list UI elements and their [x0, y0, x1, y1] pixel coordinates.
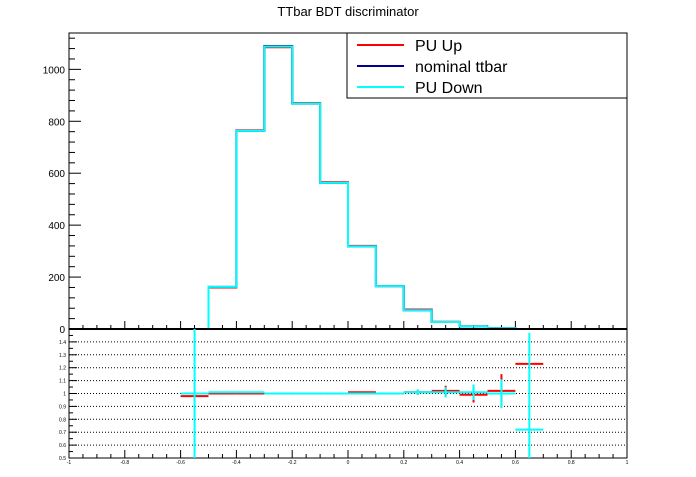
ratio-y-tick-label: 1.3 [59, 353, 66, 359]
ratio-x-tick-label: -0.4 [232, 460, 241, 466]
ratio-y-tick-label: 0.8 [59, 417, 66, 423]
ratio-y-tick-label: 1.2 [59, 366, 66, 372]
ratio-x-tick-label: -0.2 [288, 460, 297, 466]
ratio-y-tick-label: 1.1 [59, 379, 66, 385]
ratio-y-tick-label: 0.5 [59, 456, 66, 462]
ratio-y-tick-label: 0.6 [59, 443, 66, 449]
histogram-series-2 [207, 45, 517, 330]
ratio-y-tick-label: 1.4 [59, 340, 66, 346]
ratio-x-tick-label: 1 [626, 460, 629, 466]
legend-entry-0: PU Up [415, 38, 462, 55]
ratio-x-tick-label: -0.8 [120, 460, 129, 466]
ratio-x-tick-label: 0.8 [568, 460, 575, 466]
main-y-tick-label: 1000 [43, 65, 66, 76]
legend-entry-1: nominal ttbar [415, 59, 508, 76]
main-y-tick-label: 600 [48, 169, 65, 180]
main-y-tick-label: 200 [48, 273, 65, 284]
ratio-x-tick-label: 0 [347, 460, 350, 466]
ratio-x-tick-label: 0.2 [400, 460, 407, 466]
main-y-tick-label: 0 [59, 325, 65, 336]
ratio-x-tick-label: 0.6 [512, 460, 519, 466]
ratio-x-tick-label: 0.4 [456, 460, 463, 466]
ratio-y-tick-label: 0.7 [59, 430, 66, 436]
ratio-x-tick-label: -0.6 [176, 460, 185, 466]
ratio-y-tick-label: 1 [63, 392, 66, 398]
main-y-tick-label: 800 [48, 117, 65, 128]
chart-title: TTbar BDT discriminator [277, 4, 419, 19]
legend-entry-2: PU Down [415, 80, 483, 97]
ratio-x-tick-label: -1 [67, 460, 72, 466]
ratio-y-tick-label: 0.9 [59, 404, 66, 410]
main-y-tick-label: 400 [48, 221, 65, 232]
